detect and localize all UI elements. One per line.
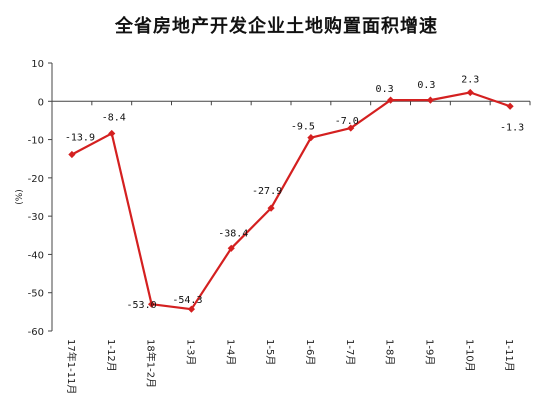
y-tick-label: -40 (28, 250, 44, 261)
series-line (71, 91, 511, 311)
x-tick-label: 17年1-11月 (65, 339, 78, 394)
data-labels: -13.9 -8.4 -53.0 -54.3 -38.4 -27.9 -9.5 -7.0 0.3… (65, 74, 524, 311)
x-tick-label: 18年1-2月 (145, 339, 158, 388)
data-label: -9.5 (291, 122, 315, 133)
data-label: 0.3 (376, 84, 394, 95)
data-point (108, 129, 116, 138)
y-tick-label: 10 (31, 59, 44, 70)
y-tick-label: -10 (28, 136, 44, 147)
y-tick-label: -20 (28, 174, 44, 185)
y-axis: 10 0 -10 -20 -30 -40 -50 -60 (%) (15, 59, 53, 338)
data-point (147, 300, 156, 308)
data-point (386, 96, 395, 104)
y-axis-label: (%) (15, 189, 25, 205)
data-point (347, 124, 355, 132)
data-point (187, 305, 196, 313)
data-label: -13.9 (65, 133, 95, 144)
y-tick-label: -30 (28, 212, 44, 223)
x-tick-label: 1-5月 (264, 339, 276, 365)
data-point (227, 244, 235, 252)
y-tick-label: -50 (28, 289, 44, 300)
data-point (267, 204, 275, 212)
x-tick-label: 1-3月 (184, 339, 196, 365)
y-tick-label: 0 (38, 97, 44, 108)
data-point (466, 88, 474, 97)
x-axis: 17年1-11月 1-12月 18年1-2月 1-3月 1-4月 1-5月 1-6月 1-7月… (51, 100, 531, 394)
x-tick-label: 1-4月 (224, 339, 236, 365)
y-tick-label: -60 (28, 327, 44, 338)
data-label: -27.9 (252, 186, 282, 197)
x-tick-label: 1-12月 (105, 339, 117, 372)
data-label: -53.0 (127, 300, 157, 311)
data-label: -7.0 (335, 116, 359, 127)
data-label: 2.3 (461, 74, 479, 85)
data-point (426, 96, 435, 104)
series-line-group (68, 88, 514, 313)
x-tick-label: 1-9月 (423, 339, 435, 365)
data-point (506, 102, 514, 110)
data-label: -38.4 (218, 228, 248, 239)
x-tick-label: 1-7月 (344, 339, 356, 365)
data-label: -1.3 (500, 122, 524, 133)
data-point (68, 150, 76, 159)
x-tick-label: 1-6月 (304, 339, 316, 365)
data-label: -8.4 (102, 112, 126, 123)
x-tick-label: 1-8月 (384, 339, 396, 365)
data-label: 0.3 (417, 80, 435, 91)
x-tick-label: 1-11月 (503, 339, 515, 372)
chart-title: 全省房地产开发企业土地购置面积增速 (115, 16, 438, 37)
data-point (307, 134, 315, 142)
data-label: -54.3 (172, 295, 202, 306)
x-tick-label: 1-10月 (463, 339, 475, 372)
